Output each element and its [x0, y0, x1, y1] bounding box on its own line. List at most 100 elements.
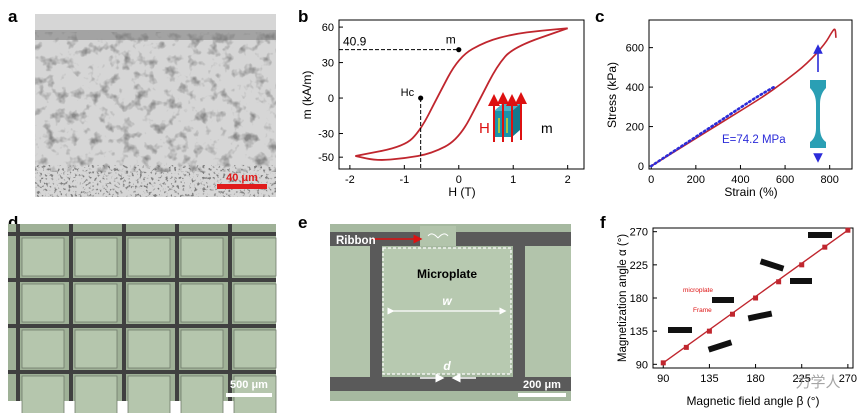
panel-b-xtick-label: 1: [510, 174, 516, 186]
panel-b-inset-h-label: H: [479, 120, 490, 137]
panel-d-microplate: [21, 237, 65, 277]
panel-c-xtick-label: 200: [687, 174, 705, 186]
panel-d-microplate: [180, 283, 224, 323]
panel-a-scalebar-label: 40 μm: [226, 172, 258, 184]
panel-c-dogbone-icon: [810, 44, 826, 163]
panel-b-inset-m-label: m: [541, 120, 553, 136]
panel-f-xtick-label: 225: [793, 373, 811, 385]
panel-b-ylabel: m (kA/m): [300, 71, 314, 120]
panel-d-ribbon-row: [8, 278, 276, 282]
panel-f-xtick-label: 90: [657, 373, 669, 385]
panel-b-xtick-label: -1: [399, 174, 409, 186]
panel-d-microplate: [233, 237, 277, 277]
panel-d-micrograph: 500 μm: [8, 224, 277, 413]
panel-d-ribbon-col: [228, 224, 232, 401]
panel-f-xtick-label: 270: [839, 373, 857, 385]
panel-f-data-point: [845, 227, 851, 233]
panel-f-ytick-label: 90: [636, 359, 648, 371]
panel-f-ytick-label: 180: [630, 293, 648, 305]
panel-b-ytick-label: -30: [318, 129, 334, 141]
panel-c-linear-fit: [649, 85, 776, 168]
panel-c-xtick-label: 800: [821, 174, 839, 186]
panel-e-microplate-label: Microplate: [417, 267, 477, 281]
panel-d-microplate: [21, 375, 65, 413]
panel-b-xlabel: H (T): [448, 185, 475, 199]
panel-f-data-point: [799, 262, 805, 268]
panel-d-microplate: [180, 237, 224, 277]
panel-b-hc-label: Hc: [401, 87, 415, 99]
panel-d-microplate: [127, 283, 171, 323]
panel-letter-a: a: [8, 7, 18, 26]
panel-e-ribbon-label: Ribbon: [336, 235, 376, 247]
panel-d-scalebar: [226, 393, 272, 397]
panel-d-microplate: [21, 283, 65, 323]
panel-c-xtick-label: 600: [776, 174, 794, 186]
panel-b-ytick-label: 60: [322, 22, 334, 34]
panel-d-scalebar-label: 500 μm: [230, 379, 268, 391]
panel-b-xtick-label: 0: [456, 174, 462, 186]
panel-b-branch-descending: [355, 27, 568, 161]
panel-c-xlabel: Strain (%): [724, 185, 777, 199]
panel-f-xlabel: Magnetic field angle β (°): [686, 394, 819, 408]
panel-b-xtick-label: -2: [345, 174, 355, 186]
panel-b-branch-ascending: [355, 27, 568, 157]
panel-d-microplate: [127, 375, 171, 413]
panel-d-microplate: [127, 237, 171, 277]
panel-d-ribbon-row: [8, 232, 276, 236]
panel-d-microplate: [233, 329, 277, 369]
panel-c-ytick-label: 600: [626, 43, 644, 55]
panel-f-ytick-label: 270: [630, 227, 648, 239]
panel-d-microplate: [21, 329, 65, 369]
panel-f-data-point: [822, 244, 828, 250]
panel-d-microplate: [180, 329, 224, 369]
panel-e-scalebar-label: 200 μm: [523, 379, 561, 391]
panel-f-ylabel: Magnetization angle α (°): [617, 234, 629, 362]
panel-b-point-hc: [418, 95, 424, 101]
panel-a-micrograph: 40 μm: [35, 14, 276, 197]
panel-d-ribbon-row: [8, 324, 276, 328]
panel-f-xtick-label: 135: [700, 373, 718, 385]
panel-letter-f: f: [600, 213, 606, 232]
panel-c-chart: 0 200 400 600 800 0 200 400 600 Strain (%) Stres…: [605, 19, 853, 199]
panel-c-ytick-label: 400: [626, 82, 644, 94]
panel-letter-d: d: [8, 213, 18, 232]
panel-b-ytick-label: 0: [328, 93, 334, 105]
watermark-text: 力学人: [795, 374, 840, 391]
panel-f-microplate-label: microplate: [683, 287, 713, 294]
panel-a-scalebar: [217, 184, 267, 189]
panel-f-ytick-label: 135: [630, 326, 648, 338]
panel-b-ytick-label: 30: [322, 58, 334, 70]
panel-f-xtick-label: 180: [746, 373, 764, 385]
panel-e-w-label: w: [442, 294, 452, 308]
panel-c-ytick-label: 0: [638, 161, 644, 173]
panel-letter-c: c: [595, 7, 604, 26]
panel-d-ribbon-col: [122, 224, 126, 401]
panel-b-m-label: m: [446, 33, 456, 47]
panel-f-data-point: [753, 295, 759, 301]
panel-b-xtick-label: 2: [565, 174, 571, 186]
panel-b-inset: H m: [479, 92, 553, 142]
panel-f-frame-label: Frame: [693, 307, 712, 314]
panel-d-microplate: [74, 329, 118, 369]
panel-d-ribbon-col: [16, 224, 20, 401]
panel-d-microplate: [180, 375, 224, 413]
panel-f-data-point: [729, 311, 735, 317]
panel-b-value-label: 40.9: [343, 35, 367, 49]
panel-e-micrograph: Ribbon Microplate w d 200 μm: [330, 224, 571, 401]
panel-letter-b: b: [298, 7, 308, 26]
panel-c-xtick-label: 0: [648, 174, 654, 186]
panel-e-d-label: d: [443, 359, 451, 373]
panel-b-point-m: [456, 47, 462, 53]
panel-b-chart: -2 -1 0 1 2 -50 -30 0 30 60 H (T) m (kA/m) 40.9 m…: [300, 19, 585, 199]
panel-f-data-point: [660, 360, 666, 366]
panel-f-ytick-label: 225: [630, 260, 648, 272]
panel-f-data-point: [776, 279, 782, 285]
panel-d-ribbon-col: [69, 224, 73, 401]
panel-c-modulus-label: E=74.2 MPa: [722, 134, 786, 146]
panel-d-microplate: [74, 237, 118, 277]
panel-d-ribbon-row: [8, 370, 276, 374]
panel-e-scalebar: [518, 393, 566, 397]
panel-letter-e: e: [298, 213, 307, 232]
panel-f-data-point: [706, 328, 712, 334]
